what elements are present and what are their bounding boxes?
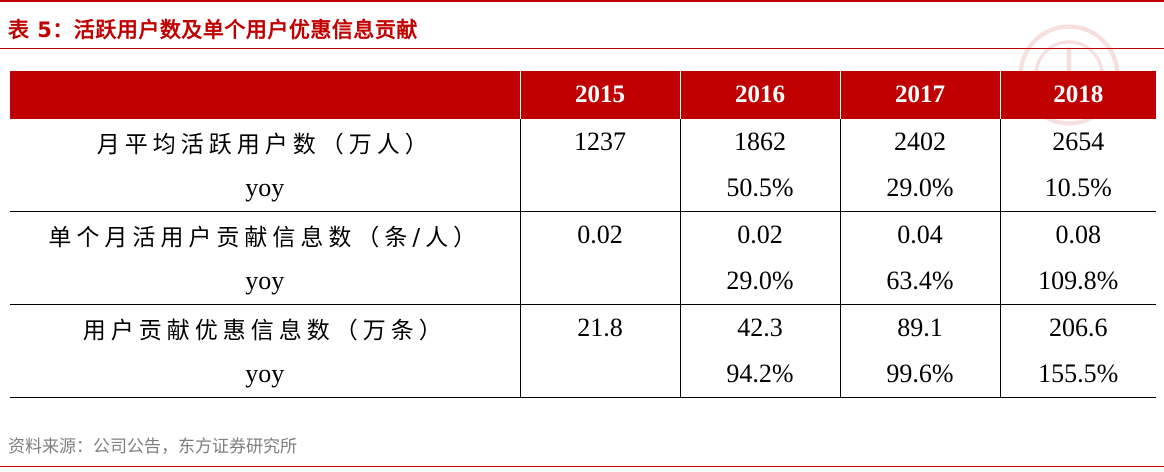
source-note: 资料来源：公司公告，东方证券研究所: [8, 437, 297, 457]
table-row: 单个月活用户贡献信息数（条/人） 0.02 0.02 0.04 0.08: [10, 211, 1156, 258]
table-cell: 1862: [679, 119, 840, 165]
row-label: yoy: [10, 165, 520, 212]
row-label: yoy: [10, 258, 520, 305]
bottom-rule: [0, 466, 1164, 467]
table-cell: [519, 258, 680, 305]
table-cell: 2402: [839, 119, 1000, 165]
table-cell: 2654: [999, 119, 1156, 165]
table-cell: 42.3: [679, 304, 840, 351]
row-label: 月平均活跃用户数（万人）: [96, 132, 433, 158]
table-cell: 99.6%: [839, 351, 1000, 398]
table-cell: 0.04: [839, 211, 1000, 258]
table-cell: 89.1: [839, 304, 1000, 351]
row-label: yoy: [10, 351, 520, 398]
header-cell-2017: 2017: [840, 71, 1001, 119]
header-cell-2018: 2018: [1000, 71, 1156, 119]
header-cell-label: [10, 71, 521, 119]
row-label: 单个月活用户贡献信息数（条/人）: [48, 225, 482, 251]
table-cell: [519, 351, 680, 398]
table-cell: 109.8%: [999, 258, 1156, 305]
table-cell: 0.02: [519, 211, 680, 258]
top-rule: [0, 0, 1164, 2]
table-row: 用户贡献优惠信息数（万条） 21.8 42.3 89.1 206.6: [10, 304, 1156, 351]
table-cell: 0.02: [679, 211, 840, 258]
table-cell: [519, 165, 680, 212]
table-row: yoy 50.5% 29.0% 10.5%: [10, 165, 1156, 212]
table-cell: 94.2%: [679, 351, 840, 398]
table-row: yoy 29.0% 63.4% 109.8%: [10, 258, 1156, 305]
table-cell: 21.8: [519, 304, 680, 351]
data-table: 2015 2016 2017 2018 月平均活跃用户数（万人） 1237 18…: [10, 71, 1156, 398]
table-row: 月平均活跃用户数（万人） 1237 1862 2402 2654: [10, 119, 1156, 165]
table-cell: 50.5%: [679, 165, 840, 212]
header-row: 2015 2016 2017 2018: [10, 71, 1156, 119]
table-title: 表 5：活跃用户数及单个用户优惠信息贡献: [8, 18, 418, 42]
header-cell-2016: 2016: [680, 71, 841, 119]
row-label: 用户贡献优惠信息数（万条）: [82, 318, 447, 344]
table-cell: 29.0%: [679, 258, 840, 305]
table-cell: 29.0%: [839, 165, 1000, 212]
table-cell: 1237: [519, 119, 680, 165]
table-row: yoy 94.2% 99.6% 155.5%: [10, 351, 1156, 398]
table-cell: 0.08: [999, 211, 1156, 258]
table-cell: 206.6: [999, 304, 1156, 351]
table-cell: 63.4%: [839, 258, 1000, 305]
table-cell: 10.5%: [999, 165, 1156, 212]
header-cell-2015: 2015: [520, 71, 681, 119]
table-cell: 155.5%: [999, 351, 1156, 398]
title-rule: [0, 48, 1164, 49]
